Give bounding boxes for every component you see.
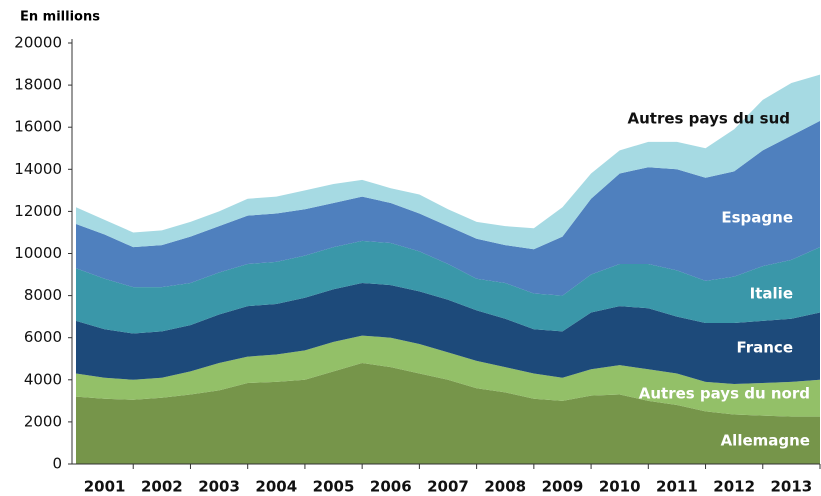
- x-tick-label: 2008: [484, 478, 526, 496]
- area: [76, 120, 820, 296]
- area: [76, 282, 820, 385]
- y-axis-label: En millions: [20, 10, 100, 25]
- area: [76, 74, 820, 250]
- y-tick-label: 6000: [24, 328, 62, 346]
- y-tick-label: 8000: [24, 286, 62, 304]
- series-label: Italie: [750, 285, 793, 303]
- y-tick-label: 10000: [14, 244, 62, 262]
- x-tick-label: 2001: [84, 478, 126, 496]
- x-tick-label: 2012: [713, 478, 755, 496]
- x-tick-label: 2005: [313, 478, 355, 496]
- x-tick-label: 2011: [656, 478, 698, 496]
- x-tick-label: 2010: [599, 478, 641, 496]
- y-tick-label: 18000: [14, 76, 62, 94]
- series-label: France: [736, 339, 793, 357]
- x-tick-label: 2007: [427, 478, 469, 496]
- series-label: Espagne: [721, 209, 793, 227]
- y-tick-label: 14000: [14, 160, 62, 178]
- area: [76, 335, 820, 417]
- x-tick-label: 2009: [542, 478, 584, 496]
- series-label: Autres pays du sud: [628, 110, 791, 128]
- series-label: Autres pays du nord: [639, 385, 810, 403]
- series-label: Allemagne: [721, 432, 810, 450]
- y-tick-label: 4000: [24, 370, 62, 388]
- y-tick-label: 0: [52, 455, 62, 473]
- x-tick-label: 2006: [370, 478, 412, 496]
- x-tick-label: 2004: [255, 478, 297, 496]
- y-tick-label: 20000: [14, 34, 62, 52]
- x-tick-label: 2002: [141, 478, 183, 496]
- y-tick-label: 16000: [14, 118, 62, 136]
- y-tick-label: 12000: [14, 202, 62, 220]
- y-tick-label: 2000: [24, 412, 62, 430]
- area: [76, 362, 820, 464]
- x-tick-label: 2003: [198, 478, 240, 496]
- x-tick-label: 2013: [771, 478, 813, 496]
